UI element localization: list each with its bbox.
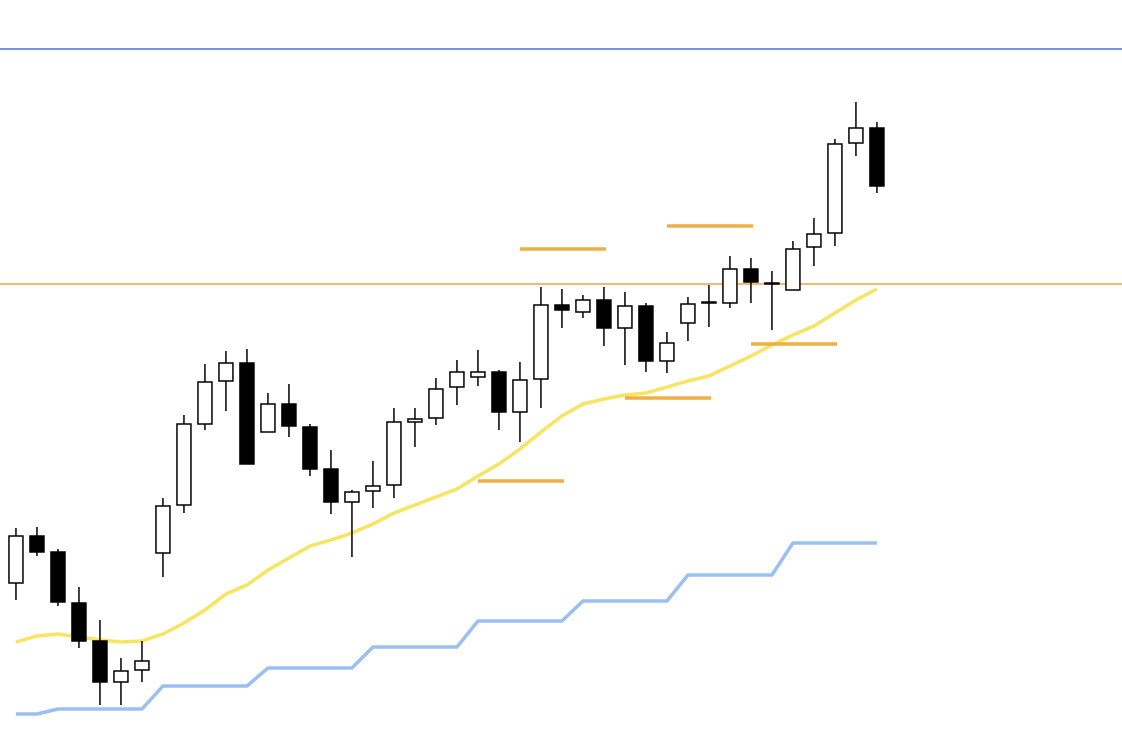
- candle-body: [575, 299, 591, 313]
- candle-body: [155, 505, 171, 554]
- candle-body: [806, 233, 822, 248]
- candle-body: [239, 362, 255, 465]
- candle-body: [134, 660, 150, 671]
- candle-body: [638, 305, 654, 362]
- candle-body: [596, 299, 612, 329]
- candle-body: [29, 535, 45, 553]
- candle-body: [323, 468, 339, 503]
- candle-body: [197, 381, 213, 425]
- candle-body: [449, 371, 465, 388]
- candle-body: [71, 602, 87, 642]
- candle-body: [176, 423, 192, 506]
- candle-body: [743, 268, 759, 283]
- candle-body: [470, 371, 486, 378]
- candle-body: [50, 551, 66, 603]
- candle-body: [680, 303, 696, 324]
- indicator-line: [15, 541, 877, 716]
- candle-body: [491, 371, 507, 413]
- candle-body: [92, 640, 108, 683]
- candle-body: [407, 418, 423, 423]
- candle-body: [428, 388, 444, 419]
- candle-body: [827, 143, 843, 234]
- candle-body: [302, 426, 318, 470]
- candle-body: [512, 379, 528, 413]
- candle-body: [785, 248, 801, 291]
- candle-body: [8, 535, 24, 584]
- candle-body: [722, 268, 738, 304]
- candle-body: [218, 362, 234, 382]
- candle-body: [764, 282, 780, 285]
- indicator-line: [15, 287, 878, 644]
- candle-body: [365, 485, 381, 492]
- candle-body: [533, 304, 549, 380]
- candle-body: [659, 342, 675, 362]
- candle-body: [554, 304, 570, 311]
- candle-body: [701, 301, 717, 304]
- candle-body: [113, 670, 129, 683]
- candle-body: [281, 403, 297, 427]
- candle-body: [617, 305, 633, 329]
- candle-body: [260, 403, 276, 433]
- candle-body: [386, 421, 402, 486]
- candle-body: [848, 127, 864, 144]
- candle-body: [344, 491, 360, 503]
- candle-body: [869, 127, 885, 187]
